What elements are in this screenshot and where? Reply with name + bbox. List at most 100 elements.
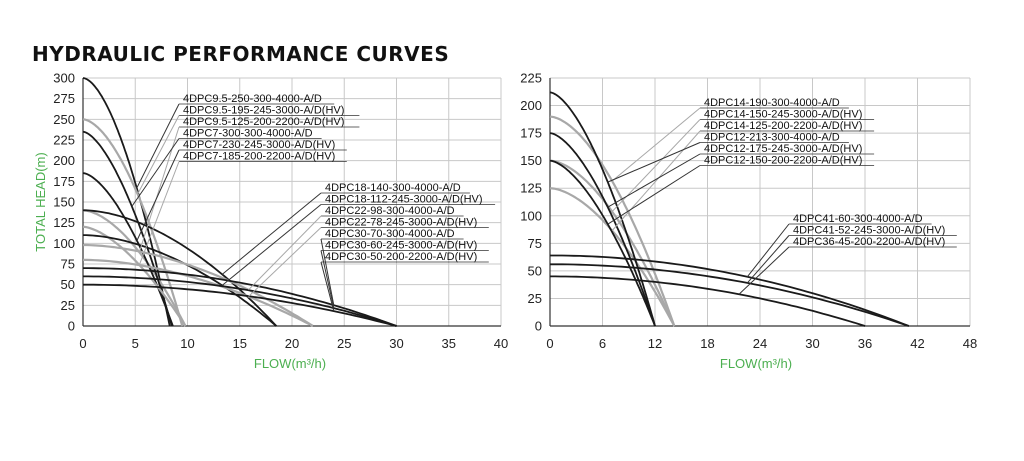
leader-line — [607, 142, 701, 183]
y-tick-label: 175 — [520, 126, 542, 141]
series-label: 4DPC30-50-200-2200-A/D(HV) — [325, 251, 477, 263]
leader-line — [611, 130, 701, 231]
chart-2: 0 6 12 18 24 30 36 42 48 0 25 50 75 100 125 150 175 200 22… — [520, 71, 977, 372]
leader-line — [611, 107, 701, 182]
series-label: 4DPC22-98-300-4000-A/D — [325, 205, 455, 217]
y-tick-label: 75 — [61, 257, 75, 272]
series-line — [550, 263, 910, 327]
x-tick-label: 40 — [494, 336, 508, 351]
y-tick-label: 125 — [53, 215, 75, 230]
series-line — [550, 275, 866, 327]
leader-line — [131, 138, 180, 207]
series-line — [83, 258, 314, 327]
y-tick-label: 125 — [520, 181, 542, 196]
series-group — [549, 91, 910, 327]
y-tick-label: 150 — [53, 195, 75, 210]
series-line — [83, 243, 314, 327]
series-label: 4DPC9.5-250-300-4000-A/D — [183, 93, 322, 105]
leader-line — [138, 126, 180, 253]
y-tick-label: 100 — [520, 208, 542, 223]
series-label: 4DPC30-60-245-3000-A/D(HV) — [325, 240, 477, 252]
leader-line — [248, 227, 322, 297]
series-line — [83, 267, 397, 327]
x-tick-label: 30 — [805, 336, 819, 351]
y-tick-label: 75 — [528, 236, 542, 251]
leader-line — [738, 246, 790, 295]
leader-line — [137, 115, 180, 195]
series-line — [82, 77, 171, 327]
series-label: 4DPC7-230-245-3000-A/D(HV) — [183, 139, 335, 151]
series-label: 4DPC41-52-245-3000-A/D(HV) — [793, 225, 945, 237]
series-label: 4DPC14-190-300-4000-A/D — [704, 97, 840, 109]
x-tick-label: 42 — [910, 336, 924, 351]
series-label: 4DPC12-175-245-3000-A/D(HV) — [704, 143, 862, 155]
leader-line — [136, 149, 180, 241]
x-tick-label: 35 — [442, 336, 456, 351]
y-tick-label: 150 — [520, 153, 542, 168]
x-axis-label: FLOW(m³/h) — [254, 356, 326, 371]
y-tick-label: 275 — [53, 91, 75, 106]
series-label: 4DPC9.5-125-200-2200-A/D(HV) — [183, 116, 344, 128]
y-tick-label: 200 — [53, 153, 75, 168]
series-label: 4DPC18-112-245-3000-A/D(HV) — [325, 194, 483, 206]
series-line — [83, 283, 397, 327]
series-label: 4DPC18-140-300-4000-A/D — [325, 182, 461, 194]
y-tick-label: 0 — [535, 319, 542, 334]
leader-line — [320, 250, 335, 309]
legend-labels: 4DPC9.5-250-300-4000-A/D4DPC9.5-195-245-… — [131, 93, 496, 312]
series-line — [550, 254, 910, 327]
series-line — [82, 209, 187, 327]
series-line — [549, 159, 656, 327]
series-label: 4DPC9.5-195-245-3000-A/D(HV) — [183, 105, 344, 117]
leader-line — [320, 261, 335, 312]
x-tick-label: 25 — [337, 336, 351, 351]
x-tick-label: 0 — [546, 336, 553, 351]
leader-line — [248, 215, 322, 291]
y-tick-label: 225 — [53, 133, 75, 148]
y-tick-label: 100 — [53, 236, 75, 251]
x-tick-label: 15 — [233, 336, 247, 351]
y-tick-label: 200 — [520, 98, 542, 113]
y-tick-label: 25 — [61, 298, 75, 313]
y-tick-label: 175 — [53, 174, 75, 189]
series-line — [82, 130, 173, 327]
chart-1: 0 5 10 15 20 25 30 35 40 0 25 50 75 100 125 150 175 200 22… — [33, 71, 508, 372]
leader-line — [607, 153, 701, 208]
x-tick-label: 12 — [648, 336, 662, 351]
x-tick-label: 6 — [599, 336, 606, 351]
series-line — [82, 225, 187, 327]
x-tick-label: 0 — [79, 336, 86, 351]
x-tick-label: 30 — [389, 336, 403, 351]
series-label: 4DPC36-45-200-2200-A/D(HV) — [793, 236, 945, 248]
y-tick-label: 225 — [520, 71, 542, 86]
y-tick-label: 25 — [528, 291, 542, 306]
leader-line — [746, 223, 790, 278]
x-tick-label: 18 — [700, 336, 714, 351]
series-group — [82, 77, 397, 327]
y-tick-label: 50 — [528, 263, 542, 278]
x-tick-label: 10 — [180, 336, 194, 351]
leader-line — [746, 235, 790, 284]
leader-line — [221, 192, 322, 275]
series-label: 4DPC14-125-200-2200-A/D(HV) — [704, 120, 862, 132]
legend-labels: 4DPC14-190-300-4000-A/D4DPC14-150-245-30… — [607, 97, 957, 295]
x-tick-label: 24 — [753, 336, 767, 351]
x-axis-label: FLOW(m³/h) — [720, 356, 792, 371]
x-tick-label: 20 — [285, 336, 299, 351]
x-tick-label: 48 — [963, 336, 977, 351]
series-label: 4DPC12-213-300-4000-A/D — [704, 132, 840, 144]
series-label: 4DPC7-185-200-2200-A/D(HV) — [183, 151, 335, 163]
series-label: 4DPC14-150-245-3000-A/D(HV) — [704, 109, 862, 121]
y-tick-label: 50 — [61, 277, 75, 292]
series-label: 4DPC30-70-300-4000-A/D — [325, 228, 455, 240]
leader-line — [221, 204, 322, 286]
series-line — [549, 132, 656, 327]
series-label: 4DPC7-300-300-4000-A/D — [183, 128, 313, 140]
y-axis-label: TOTAL HEAD(m) — [33, 152, 48, 251]
x-tick-label: 36 — [858, 336, 872, 351]
y-tick-label: 0 — [68, 319, 75, 334]
leader-line — [138, 161, 180, 266]
leader-line — [136, 103, 180, 189]
leader-line — [320, 238, 335, 306]
